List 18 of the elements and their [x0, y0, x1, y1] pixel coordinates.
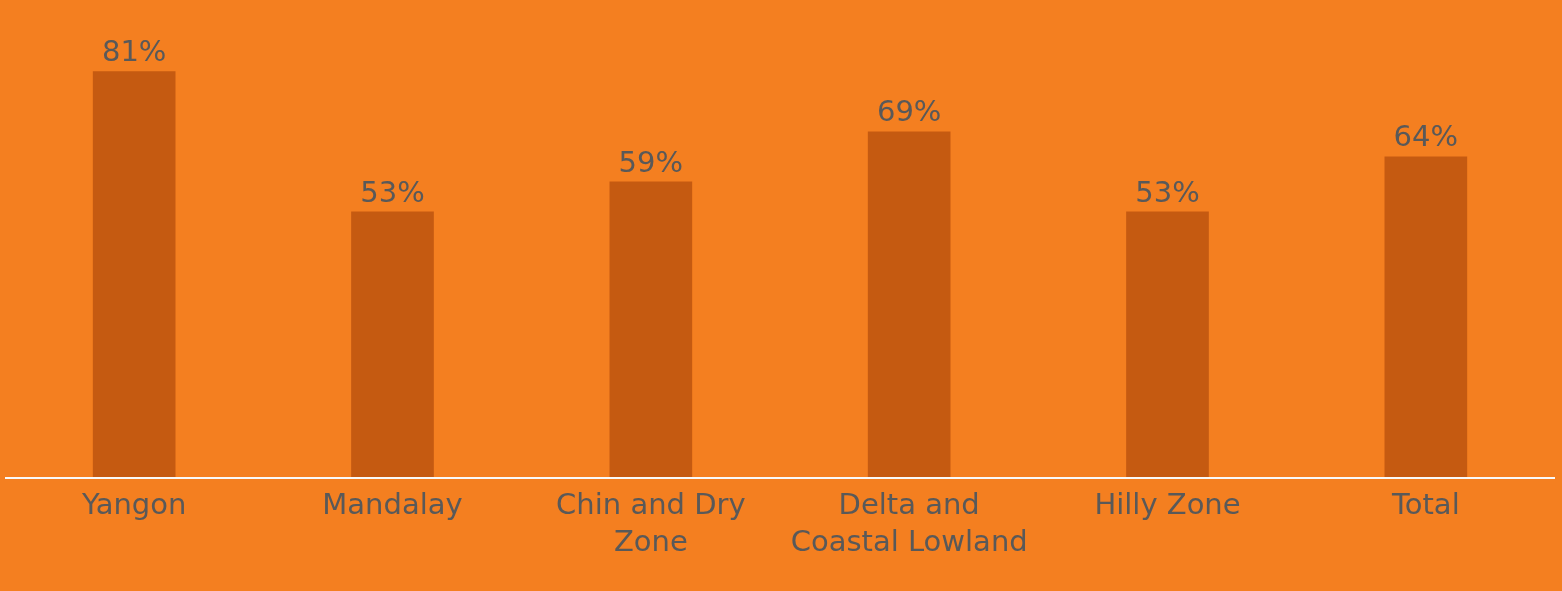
data-label: 53%: [360, 174, 425, 209]
data-label: 81%: [101, 34, 167, 69]
bar: [1384, 156, 1468, 477]
data-label: 69%: [876, 94, 942, 129]
x-tick-label: Chin and Dry Zone: [556, 486, 746, 559]
data-label: 53%: [1135, 174, 1200, 209]
bar: [92, 71, 176, 477]
x-tick-label: Yangon: [80, 486, 187, 521]
data-label: 59%: [618, 144, 684, 179]
x-tick-label: Mandalay: [322, 486, 463, 521]
x-tick-label: Hilly Zone: [1094, 486, 1241, 521]
bar: [867, 131, 951, 477]
x-tick-label: Total: [1390, 486, 1460, 521]
x-tick-label: Delta and Coastal Lowland: [790, 486, 1028, 559]
bar: [1126, 211, 1209, 477]
bar: [351, 211, 434, 477]
bar: [609, 181, 693, 477]
data-label: 64%: [1393, 119, 1459, 154]
